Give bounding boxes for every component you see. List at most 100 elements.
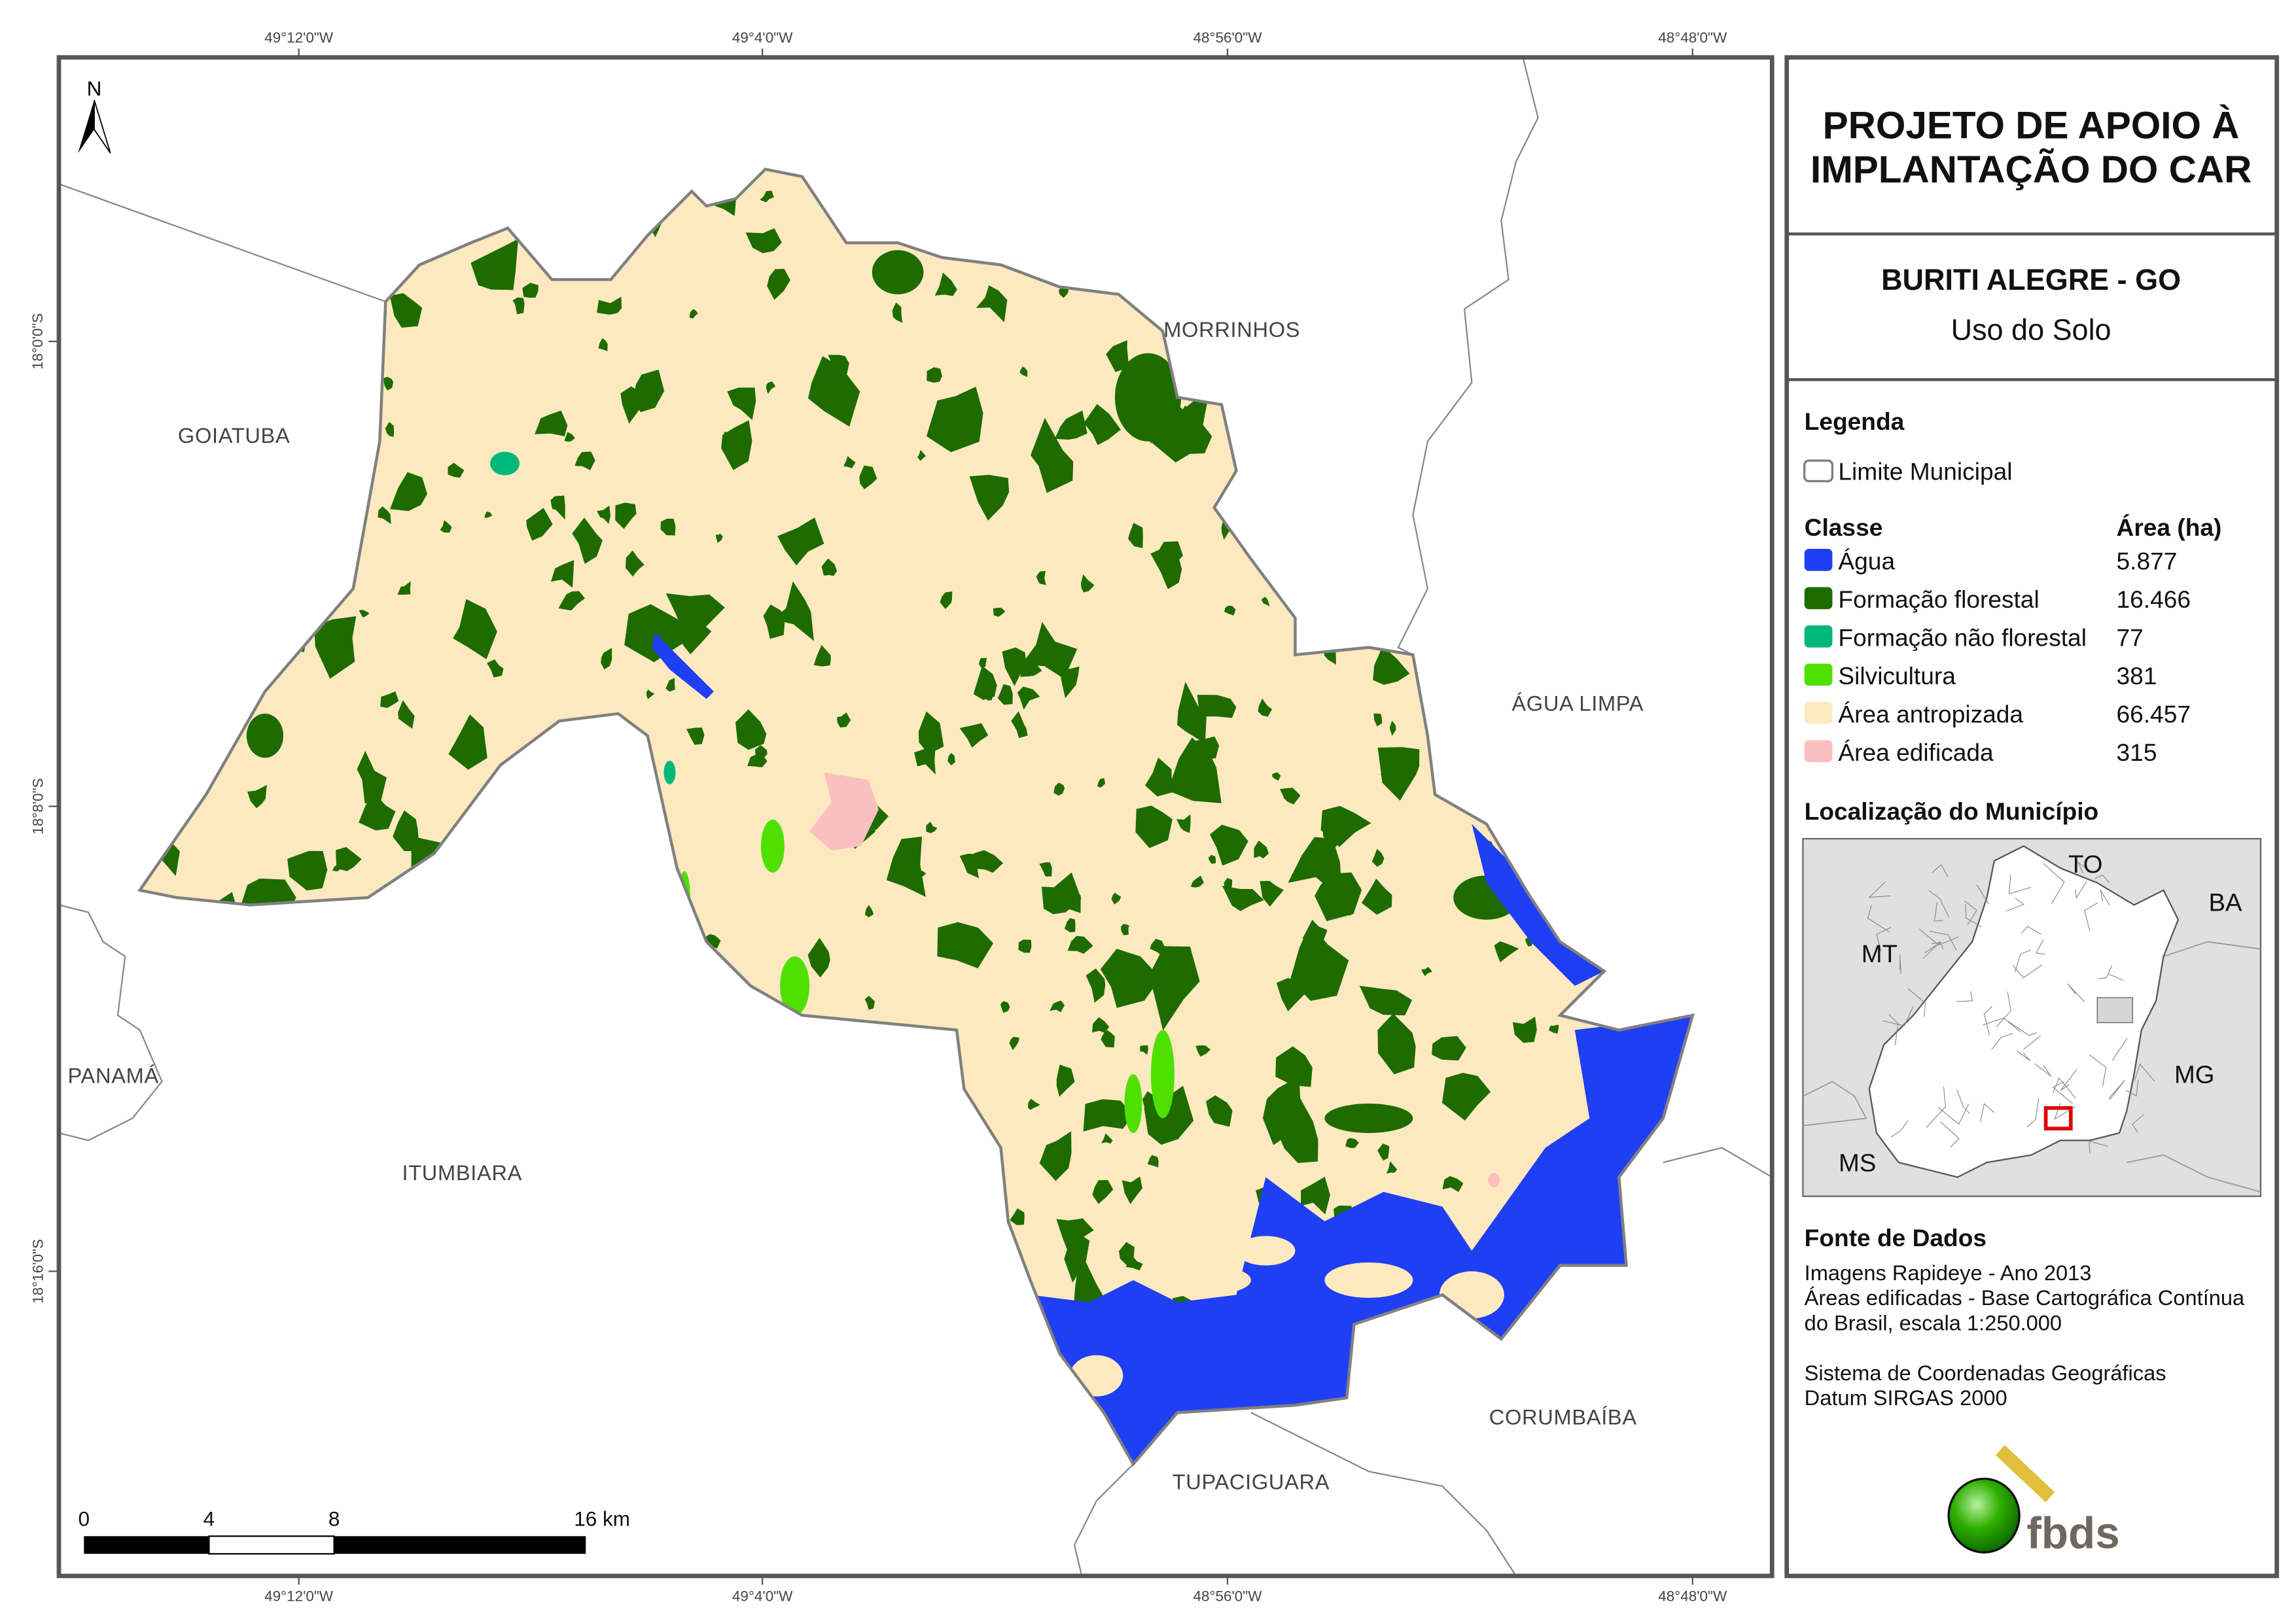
forest-patch — [665, 593, 725, 644]
forest-patch — [484, 511, 493, 518]
forest-patch — [1150, 939, 1165, 957]
forest-patch — [735, 709, 767, 750]
reservoir-water — [1030, 1015, 1693, 1465]
label-agua-limpa: ÁGUA LIMPA — [1511, 691, 1644, 715]
legend-row: Área antropizada 66.457 — [1804, 700, 2191, 727]
forest-patch — [1010, 1208, 1025, 1225]
land-inlet — [1236, 1236, 1296, 1266]
forest-patch — [917, 449, 927, 461]
area-header: Área (ha) — [2117, 514, 2222, 541]
class-swatch — [1804, 587, 1833, 610]
forest-patch — [336, 846, 362, 871]
forest-patch — [314, 616, 357, 679]
forest-patch — [1389, 720, 1396, 736]
class-header: Classe — [1805, 514, 1883, 541]
forest-patch — [807, 356, 860, 427]
forest-patch — [526, 508, 553, 541]
forest-patch — [747, 754, 768, 768]
forest-patch — [721, 420, 752, 470]
north-arrow: N — [78, 77, 111, 154]
forest-patch — [1512, 1017, 1537, 1043]
forest-patch — [1101, 1030, 1115, 1048]
forest-patch — [620, 386, 647, 424]
built-area — [1488, 1172, 1500, 1188]
forest-patch — [918, 711, 944, 754]
longitude-label-top: 49°4'0"W — [732, 29, 793, 46]
forest-patch — [1011, 711, 1028, 739]
forest-patch — [1421, 967, 1432, 976]
sources-heading: Fonte de Dados — [1805, 1224, 1987, 1251]
forest-patch — [686, 727, 705, 745]
forest-patch — [1377, 1143, 1390, 1161]
longitude-label-bottom: 48°56'0"W — [1193, 1588, 1262, 1604]
forest-patch — [598, 338, 608, 351]
land-inlet — [1162, 1265, 1251, 1295]
forest-patch — [1050, 1000, 1065, 1013]
forest-patch — [1053, 782, 1065, 796]
forest-patch — [646, 689, 655, 699]
forest-patch — [1150, 546, 1182, 589]
forest-patch — [1494, 941, 1519, 963]
forest-patch — [389, 293, 423, 328]
class-swatch — [1804, 663, 1833, 686]
forest-patch — [380, 691, 399, 708]
forest-patch — [760, 190, 774, 203]
forest-patch — [979, 657, 987, 669]
forest-patch — [886, 836, 926, 898]
forest-patch — [440, 520, 452, 533]
forest-patch — [378, 506, 391, 525]
longitude-label-bottom: 49°4'0"W — [732, 1588, 793, 1604]
scale-label-8: 8 — [328, 1507, 340, 1531]
forest-patch — [357, 750, 387, 804]
forest-patch — [1261, 597, 1270, 606]
forest-patch — [807, 937, 830, 978]
source-line: Imagens Rapideye - Ano 2013 — [1805, 1261, 2092, 1285]
forest-patch — [1135, 805, 1173, 848]
forest-patch — [247, 785, 267, 809]
latitude-label: 18°8'0"S — [29, 778, 46, 834]
forest-patch — [766, 381, 776, 394]
forest-patch — [969, 474, 1010, 521]
forest-patch — [1106, 340, 1129, 372]
source-line: Áreas edificadas - Base Cartográfica Con… — [1805, 1285, 2245, 1310]
state-label-mt: MT — [1862, 940, 1898, 968]
silviculture-patch — [760, 819, 785, 873]
scale-label-4: 4 — [203, 1507, 215, 1531]
forest-patch — [522, 283, 539, 298]
forest-patch — [390, 472, 428, 512]
forest-patch — [1386, 1161, 1398, 1174]
forest-patch — [1280, 788, 1301, 805]
class-label: Área antropizada — [1838, 700, 2023, 727]
forest-patch — [1027, 1098, 1040, 1110]
forest-patch — [1442, 1176, 1464, 1193]
scale-bar: 0 4 8 16 km — [78, 1507, 630, 1555]
forest-patch — [1128, 523, 1143, 548]
label-itumbiara: ITUMBIARA — [402, 1161, 522, 1185]
forest-patch — [385, 421, 395, 437]
legend-row: Área edificada 315 — [1804, 739, 2157, 766]
forest-patch — [1291, 873, 1302, 882]
forest-patch — [872, 250, 924, 294]
silviculture-patch — [1124, 1074, 1142, 1133]
class-area: 381 — [2117, 662, 2157, 689]
class-area: 5.877 — [2117, 547, 2178, 574]
river-water — [652, 633, 714, 699]
forest-patch — [1197, 695, 1237, 718]
label-panama: PANAMÁ — [68, 1063, 159, 1087]
location-heading: Localização do Município — [1805, 797, 2098, 825]
built-area — [809, 772, 879, 851]
forest-patch — [287, 850, 328, 891]
forest-patch — [813, 644, 831, 667]
label-morrinhos: MORRINHOS — [1163, 317, 1300, 341]
forest-patch — [1300, 1176, 1330, 1215]
forest-patch — [550, 495, 565, 520]
forest-patch — [1258, 698, 1273, 717]
forest-patch — [1222, 885, 1264, 911]
longitude-label-top: 48°48'0"W — [1658, 29, 1727, 46]
forest-patch — [574, 451, 595, 470]
forest-patch — [448, 462, 465, 478]
forest-patch — [1031, 417, 1074, 493]
forest-patch — [1177, 682, 1207, 744]
forest-patch — [937, 922, 994, 969]
